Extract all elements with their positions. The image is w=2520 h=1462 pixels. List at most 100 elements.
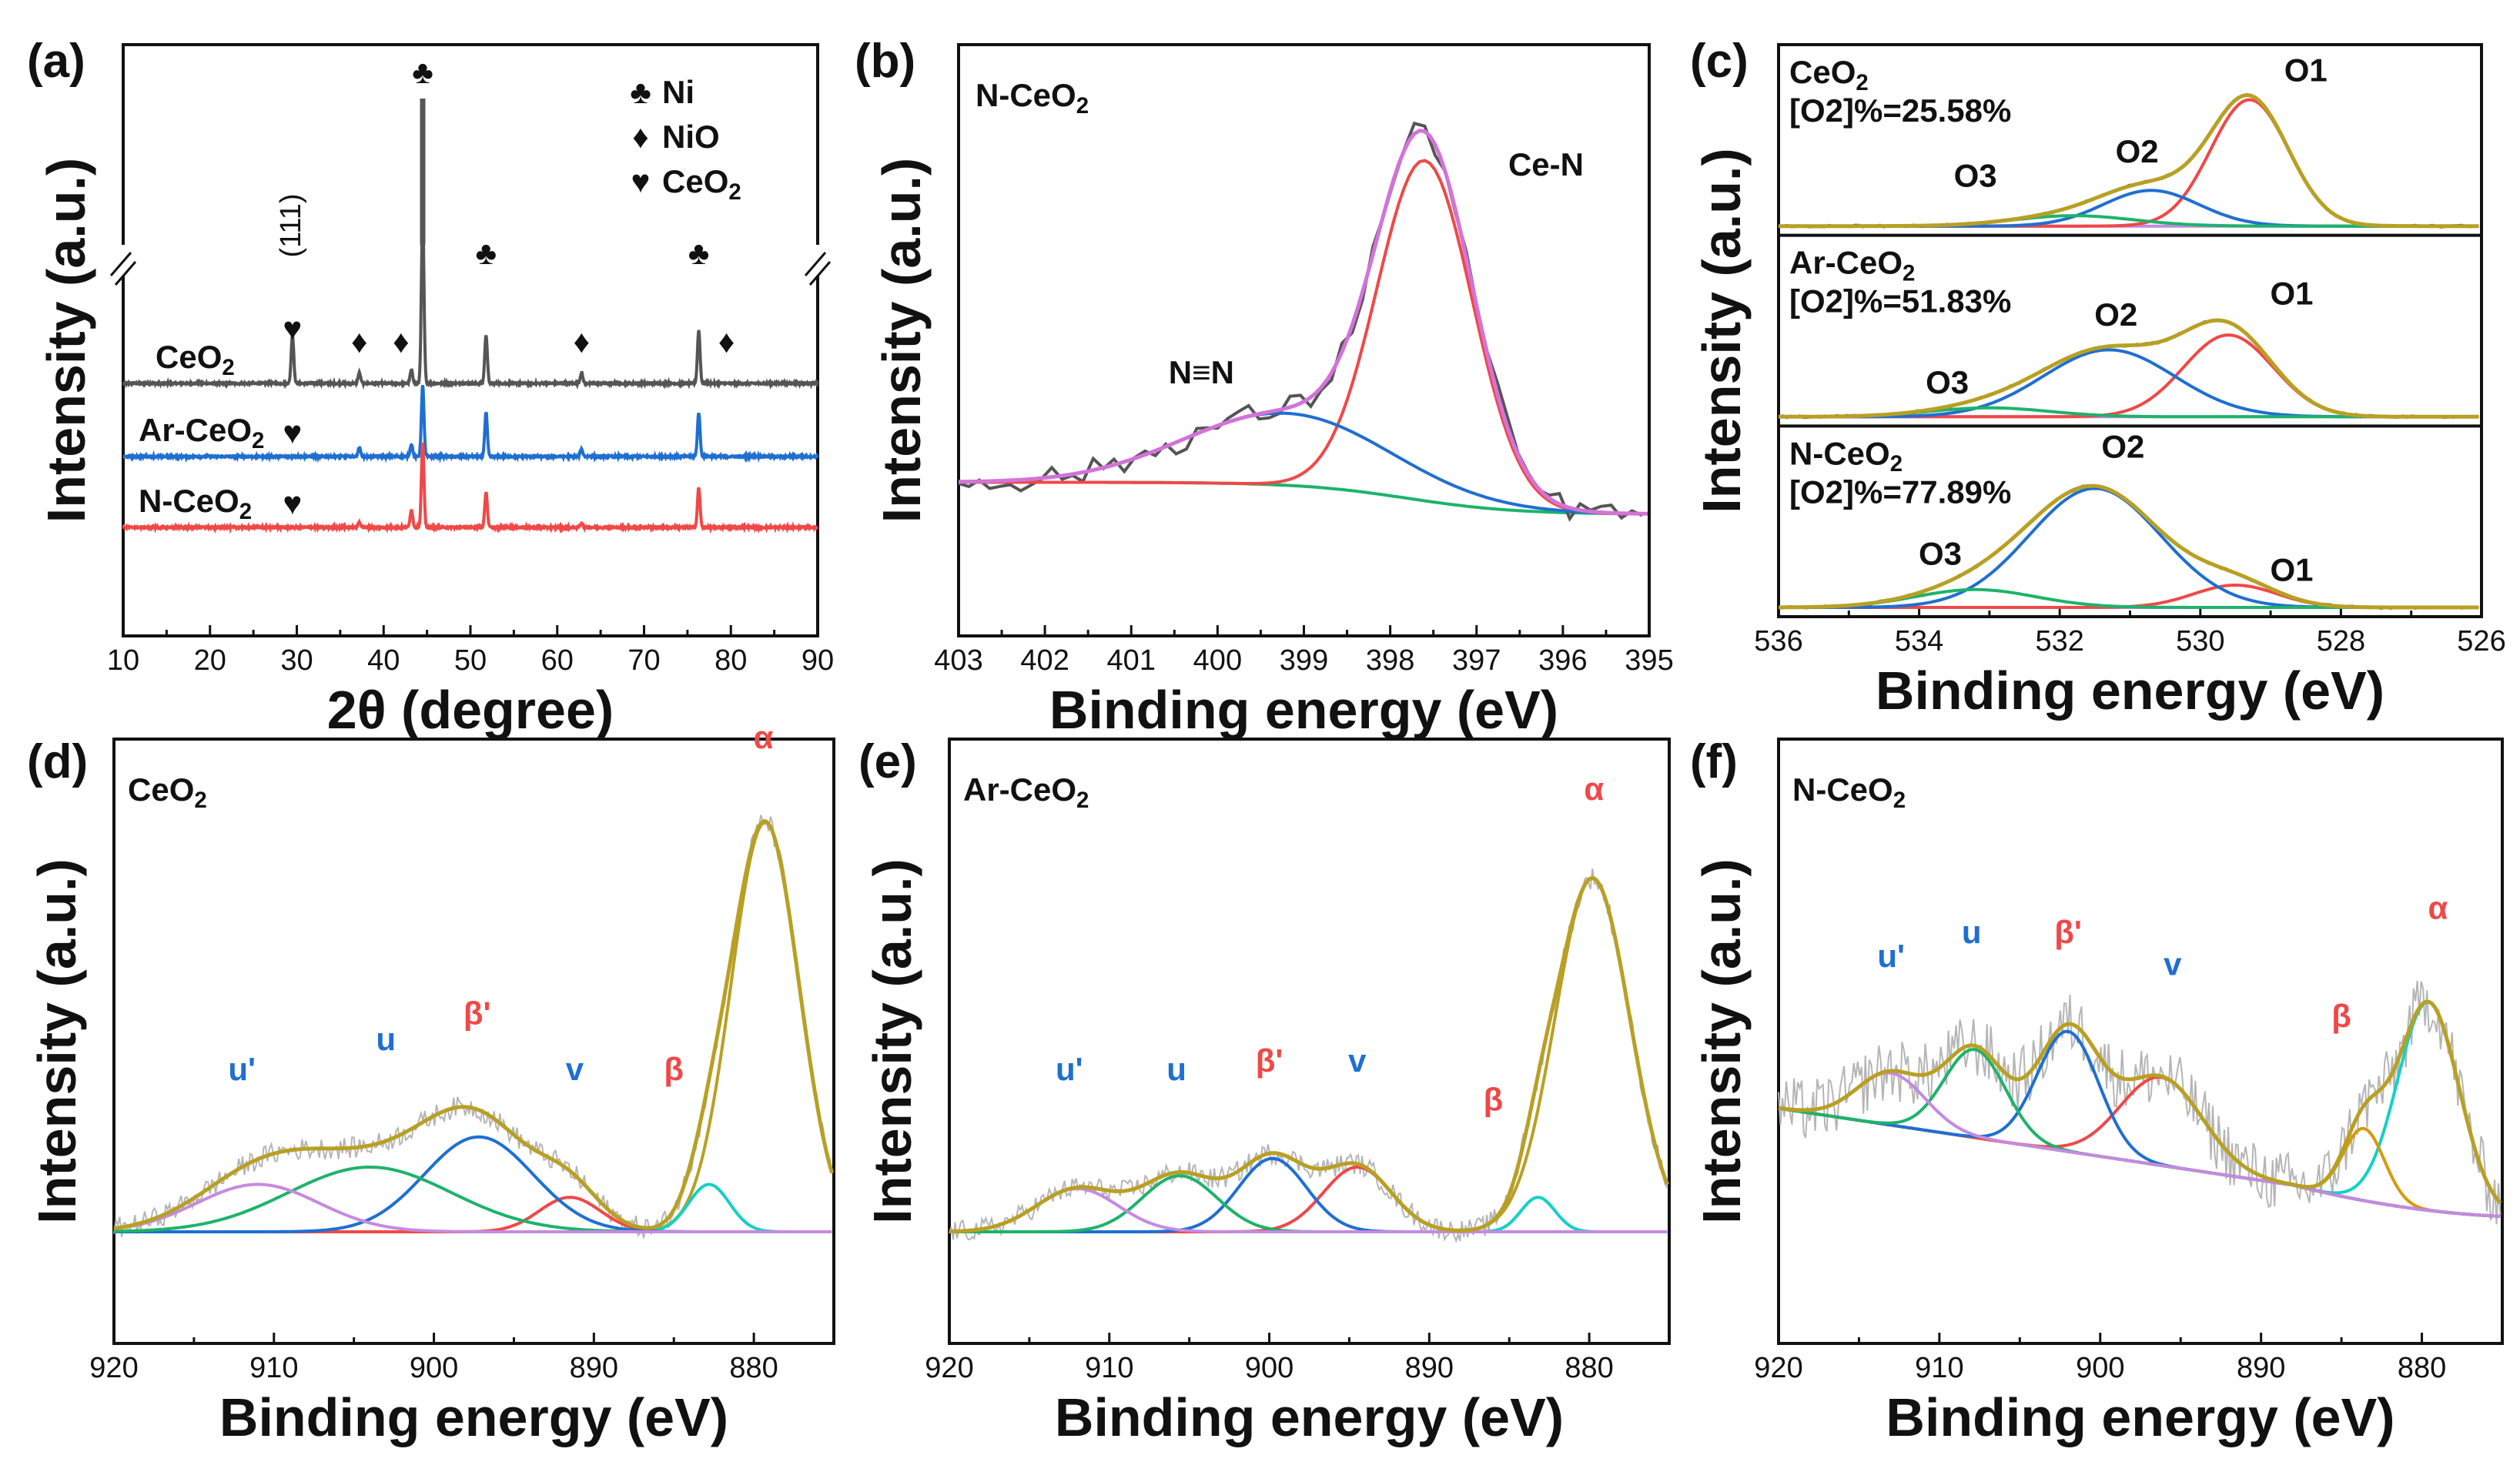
raw-data-line: [1778, 319, 2479, 420]
x-tick-label: 536: [1754, 625, 1802, 657]
peak-label: O3: [1954, 158, 1997, 194]
x-tick-label: 395: [1625, 644, 1673, 677]
x-tick-label: 900: [1245, 1352, 1293, 1384]
x-tick-label: 526: [2457, 625, 2505, 657]
peak-marker: ♥: [283, 485, 302, 521]
peak-marker: ♥: [283, 310, 302, 346]
x-tick-label: 890: [2237, 1352, 2285, 1384]
sample-label: N-CeO2: [1792, 771, 1906, 813]
x-axis-label: Binding energy (eV): [219, 1387, 728, 1447]
x-tick-label: 403: [934, 644, 982, 677]
x-tick-label: 402: [1020, 644, 1069, 677]
x-axis-label: Binding energy (eV): [1055, 1387, 1564, 1447]
o2-percentage: [O2]%=77.89%: [1789, 473, 2011, 510]
peak-label: O3: [1926, 364, 1969, 400]
peak-marker: ♦: [351, 323, 367, 360]
envelope-line: [1778, 999, 2502, 1205]
x-tick-label: 401: [1107, 644, 1156, 677]
x-tick-label: 397: [1452, 644, 1501, 677]
fit-component-1: [949, 1196, 1668, 1233]
peak-label: O2: [2101, 429, 2144, 465]
peak-label: N≡N: [1169, 354, 1234, 390]
peak-label: O2: [2094, 296, 2137, 333]
sample-label: N-CeO2: [976, 77, 1089, 119]
peak-marker: ♦: [393, 323, 409, 360]
plot-frame: [1777, 738, 2504, 1345]
y-axis-label: Intensity (a.u.): [1692, 858, 1752, 1223]
x-tick-label: 880: [2398, 1352, 2446, 1384]
x-tick-label: 920: [89, 1352, 138, 1384]
fit-component-4: [949, 1174, 1668, 1233]
plot-frame: [112, 738, 835, 1345]
y-axis-label: Intensity (a.u.): [36, 158, 96, 523]
series-label: N-CeO2: [139, 483, 252, 524]
fit-component-3: [114, 1135, 832, 1233]
x-tick-label: 399: [1280, 644, 1328, 677]
envelope-line: [1779, 92, 2479, 229]
x-tick-label: 920: [1754, 1352, 1802, 1384]
x-tick-label: 900: [2076, 1352, 2124, 1384]
panel-label: (e): [858, 735, 917, 788]
peak-marker: ♣: [476, 235, 497, 271]
envelope-line: [958, 129, 1648, 516]
plot-frame: [957, 43, 1651, 637]
peak-label: β: [2331, 998, 2351, 1034]
panel-c: 536 534 532 530 528 526 Binding energy (eV) Int…: [1690, 35, 2506, 721]
x-tick-label: 10: [107, 644, 139, 677]
x-tick-label: 60: [541, 644, 574, 677]
axis-break: [114, 261, 137, 286]
peak-marker: ♣: [412, 54, 433, 90]
fit-component-0: [1778, 1000, 2502, 1204]
fit-component-4: [113, 1166, 832, 1233]
peak-label: β': [464, 995, 491, 1031]
x-tick-label: 920: [925, 1352, 973, 1384]
envelope-line: [1779, 483, 2479, 610]
x-tick-label: 910: [1915, 1352, 1963, 1384]
peak-label: u': [228, 1051, 256, 1087]
x-tick-label: 910: [249, 1352, 298, 1384]
x-axis-label: Binding energy (eV): [1876, 661, 2384, 721]
fit-component-0: [959, 159, 1648, 516]
peak-label: v: [566, 1051, 584, 1087]
series-label: CeO2: [156, 339, 235, 380]
axis-break: [109, 252, 132, 276]
xrd-line-2: [122, 442, 819, 534]
x-tick-label: 890: [1405, 1352, 1454, 1384]
x-tick-label: 70: [627, 644, 660, 677]
legend-label: CeO2: [662, 163, 741, 205]
fit-component: [1779, 587, 2479, 609]
peak-label: O3: [1919, 536, 1962, 572]
peak-label: O1: [2270, 275, 2313, 311]
plot-frame: [948, 738, 1671, 1345]
x-tick-label: 30: [280, 644, 313, 677]
x-tick-label: 528: [2317, 625, 2365, 657]
peak-label: O1: [2270, 552, 2313, 588]
y-axis-label: Intensity (a.u.): [27, 858, 87, 1223]
peak-marker: ♥: [283, 414, 302, 450]
sample-label: N-CeO2: [1789, 435, 1903, 477]
o2-percentage: [O2]%=25.58%: [1789, 92, 2011, 129]
x-tick-label: 534: [1895, 625, 1943, 657]
x-tick-label: 396: [1538, 644, 1587, 677]
x-tick-label: 890: [570, 1352, 618, 1384]
series-label: Ar-CeO2: [139, 412, 264, 453]
xrd-line-1: [122, 385, 819, 463]
peak-label: β: [664, 1051, 684, 1087]
raw-data-line: [958, 121, 1643, 522]
xrd-line-0: [122, 214, 819, 390]
peak-label: v: [1348, 1042, 1367, 1079]
legend-symbol: ♣: [630, 74, 651, 110]
peak-label: β': [2054, 914, 2082, 950]
panel-label: (a): [27, 35, 85, 88]
legend-symbol: ♥: [631, 163, 651, 199]
peak-label: α: [754, 719, 774, 755]
x-tick-label: 398: [1366, 644, 1414, 677]
sample-label: CeO2: [1789, 54, 1869, 95]
peak-label: β: [1484, 1081, 1504, 1117]
peak-marker: ♣: [688, 235, 710, 271]
x-tick-label: 900: [410, 1352, 458, 1384]
fit-component: [1779, 583, 2479, 609]
o2-percentage: [O2]%=51.83%: [1789, 283, 2011, 319]
envelope-line: [1779, 318, 2479, 419]
